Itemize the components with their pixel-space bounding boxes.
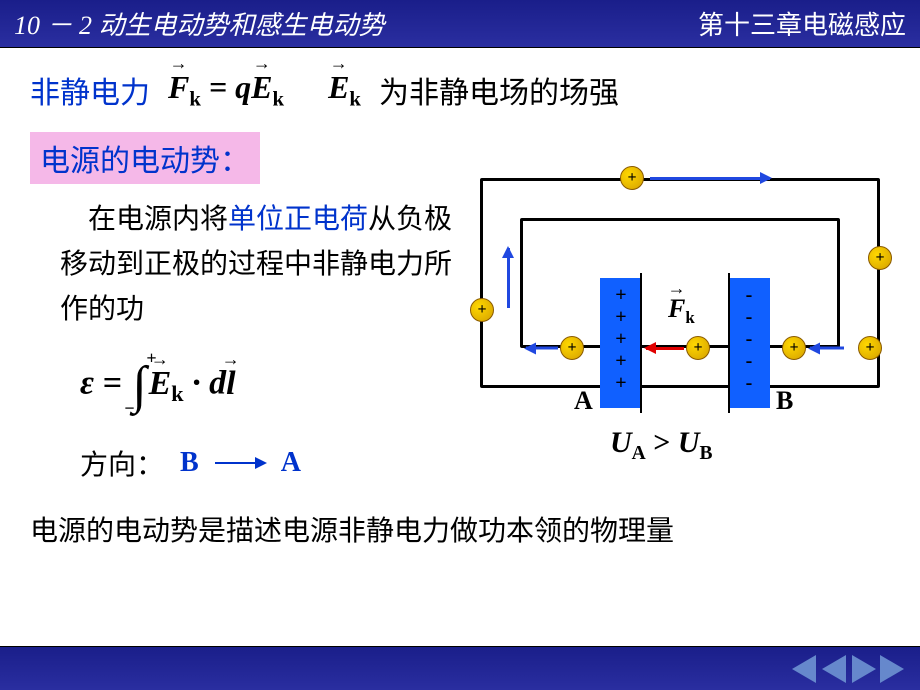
- ua-gt-ub: UA > UB: [610, 426, 713, 465]
- ek-desc: 为非静电场的场强: [379, 68, 619, 112]
- header-bar: 10 － 2 动生电动势和感生电动势 第十三章电磁感应: [0, 0, 920, 48]
- header-left: 10 － 2 动生电动势和感生电动势: [14, 5, 698, 42]
- charge-icon: +: [560, 336, 584, 360]
- nav-last-icon[interactable]: [852, 655, 876, 683]
- plate-a-label: A: [574, 386, 593, 416]
- divider: [640, 273, 642, 413]
- nav-first-icon[interactable]: [822, 655, 846, 683]
- direction-arrow-icon: [215, 462, 265, 464]
- label-nonelec: 非静电力: [30, 68, 150, 112]
- emf-title: 电源的电动势：: [30, 132, 260, 184]
- charge-icon: +: [782, 336, 806, 360]
- charge-icon: +: [470, 298, 494, 322]
- fk-label: Fk: [668, 294, 695, 328]
- flow-arrow: [810, 347, 844, 350]
- footer-bar: [0, 646, 920, 690]
- header-right: 第十三章电磁感应: [698, 5, 906, 42]
- summary-text: 电源的电动势是描述电源非静电力做功本领的物理量: [30, 509, 890, 549]
- line-nonelec-force: 非静电力 Fk = qEk Ek 为非静电场的场强: [30, 68, 890, 112]
- divider: [728, 273, 730, 413]
- formula-fk: Fk = qEk: [168, 69, 284, 111]
- flow-arrow: [650, 177, 770, 180]
- plate-b: - - - - -: [728, 278, 770, 408]
- slide-content: 非静电力 Fk = qEk Ek 为非静电场的场强 电源的电动势： 在电源内将单…: [0, 48, 920, 646]
- flow-arrow: [526, 347, 558, 350]
- charge-icon: +: [620, 166, 644, 190]
- nav-next-icon[interactable]: [880, 655, 904, 683]
- charge-icon: +: [868, 246, 892, 270]
- charge-icon: +: [686, 336, 710, 360]
- plate-a: + + + + +: [600, 278, 642, 408]
- formula-ek: Ek: [328, 69, 361, 111]
- charge-icon: +: [858, 336, 882, 360]
- nav-prev-icon[interactable]: [792, 655, 816, 683]
- fk-arrow: [646, 347, 684, 350]
- plate-b-label: B: [776, 386, 793, 416]
- circuit-diagram: + + + + + - - - - - A B + + + + + + + Fk…: [470, 168, 890, 498]
- emf-desc: 在电源内将单位正电荷从负极移动到正极的过程中非静电力所作的功: [60, 198, 460, 332]
- flow-arrow: [507, 248, 510, 308]
